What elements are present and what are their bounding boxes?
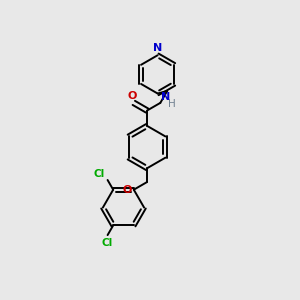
Text: O: O: [128, 92, 137, 101]
Text: O: O: [122, 185, 131, 195]
Text: N: N: [153, 43, 162, 53]
Text: Cl: Cl: [102, 238, 113, 248]
Text: N: N: [161, 92, 170, 102]
Text: Cl: Cl: [93, 169, 105, 178]
Text: H: H: [168, 99, 176, 110]
